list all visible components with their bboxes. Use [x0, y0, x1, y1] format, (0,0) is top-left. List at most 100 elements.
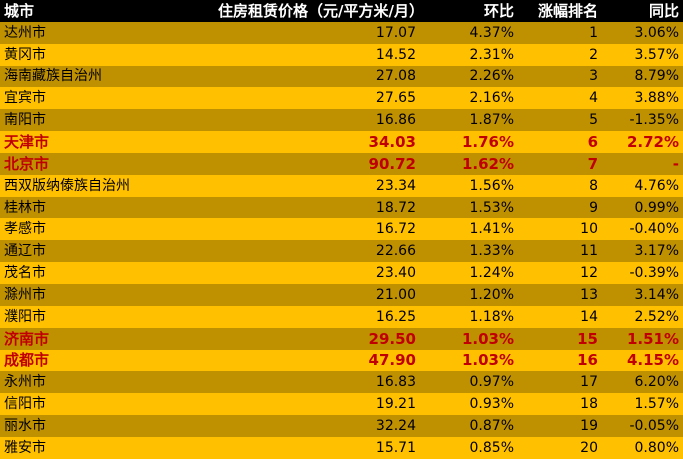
header-rank: 涨幅排名 — [518, 0, 602, 22]
cell-city: 濮阳市 — [0, 305, 214, 328]
cell-rank: 4 — [518, 87, 602, 110]
cell-mom: 4.37% — [420, 21, 518, 44]
cell-city: 孝感市 — [0, 218, 214, 241]
cell-mom: 1.76% — [420, 131, 518, 153]
cell-rank: 10 — [518, 218, 602, 241]
table-row: 宜宾市 27.65 2.16% 4 3.88% — [0, 87, 683, 110]
cell-mom: 2.26% — [420, 65, 518, 88]
table-row: 海南藏族自治州 27.08 2.26% 3 8.79% — [0, 65, 683, 88]
cell-price: 15.71 — [214, 436, 420, 459]
cell-price: 29.50 — [214, 327, 420, 350]
table-row: 茂名市 23.40 1.24% 12 -0.39% — [0, 262, 683, 284]
cell-rank: 18 — [518, 393, 602, 416]
table-row: 北京市 90.72 1.62% 7- — [0, 152, 683, 175]
cell-mom: 1.20% — [420, 283, 518, 306]
cell-yoy: -0.40% — [602, 218, 683, 241]
cell-rank: 13 — [518, 283, 602, 306]
cell-price: 16.83 — [214, 371, 420, 394]
header-city: 城市 — [0, 0, 214, 22]
cell-city: 茂名市 — [0, 262, 214, 284]
table-row: 通辽市 22.66 1.33% 11 3.17% — [0, 240, 683, 263]
cell-price: 90.72 — [214, 152, 420, 175]
cell-mom: 2.31% — [420, 43, 518, 66]
cell-yoy: 4.15% — [602, 349, 683, 372]
table-row: 达州市 17.07 4.37% 1 3.06% — [0, 21, 683, 44]
cell-yoy: -1.35% — [602, 109, 683, 132]
cell-yoy: 3.06% — [602, 21, 683, 44]
cell-price: 14.52 — [214, 43, 420, 66]
cell-mom: 1.24% — [420, 262, 518, 284]
table-row: 孝感市 16.72 1.41% 10 -0.40% — [0, 218, 683, 241]
cell-rank: 5 — [518, 109, 602, 132]
header-row: 城市 住房租赁价格（元/平方米/月） 环比 涨幅排名 同比 — [0, 0, 683, 22]
cell-rank: 11 — [518, 240, 602, 263]
cell-rank: 1 — [518, 21, 602, 44]
cell-price: 16.86 — [214, 109, 420, 132]
cell-yoy: - — [602, 152, 683, 175]
cell-city: 北京市 — [0, 152, 214, 175]
cell-mom: 1.41% — [420, 218, 518, 241]
cell-city: 南阳市 — [0, 109, 214, 132]
cell-rank: 9 — [518, 196, 602, 219]
cell-city: 通辽市 — [0, 240, 214, 263]
cell-price: 23.34 — [214, 174, 420, 197]
cell-yoy: 3.14% — [602, 283, 683, 306]
cell-city: 天津市 — [0, 131, 214, 153]
table-row: 黄冈市 14.52 2.31% 2 3.57% — [0, 43, 683, 66]
cell-city: 达州市 — [0, 21, 214, 44]
table-row: 丽水市 32.24 0.87% 19 -0.05% — [0, 415, 683, 437]
cell-price: 34.03 — [214, 131, 420, 153]
cell-mom: 0.85% — [420, 436, 518, 459]
cell-mom: 1.62% — [420, 152, 518, 175]
cell-yoy: 2.72% — [602, 131, 683, 153]
cell-city: 信阳市 — [0, 393, 214, 416]
cell-rank: 12 — [518, 262, 602, 284]
cell-mom: 0.87% — [420, 415, 518, 437]
cell-city: 丽水市 — [0, 415, 214, 437]
cell-city: 雅安市 — [0, 436, 214, 459]
table-row: 济南市 29.50 1.03% 15 1.51% — [0, 327, 683, 350]
header-mom: 环比 — [420, 0, 518, 22]
cell-mom: 1.03% — [420, 349, 518, 372]
cell-city: 滁州市 — [0, 283, 214, 306]
cell-price: 21.00 — [214, 283, 420, 306]
cell-rank: 15 — [518, 327, 602, 350]
cell-city: 西双版纳傣族自治州 — [0, 174, 214, 197]
cell-price: 17.07 — [214, 21, 420, 44]
cell-price: 16.72 — [214, 218, 420, 241]
cell-price: 16.25 — [214, 305, 420, 328]
cell-mom: 1.56% — [420, 174, 518, 197]
cell-rank: 3 — [518, 65, 602, 88]
cell-yoy: 4.76% — [602, 174, 683, 197]
table-row: 滁州市 21.00 1.20% 13 3.14% — [0, 283, 683, 306]
cell-mom: 2.16% — [420, 87, 518, 110]
cell-city: 海南藏族自治州 — [0, 65, 214, 88]
cell-city: 黄冈市 — [0, 43, 214, 66]
cell-price: 23.40 — [214, 262, 420, 284]
cell-price: 27.08 — [214, 65, 420, 88]
cell-yoy: -0.05% — [602, 415, 683, 437]
cell-rank: 17 — [518, 371, 602, 394]
cell-mom: 1.53% — [420, 196, 518, 219]
table-row: 南阳市 16.86 1.87% 5 -1.35% — [0, 109, 683, 132]
cell-price: 32.24 — [214, 415, 420, 437]
cell-rank: 19 — [518, 415, 602, 437]
cell-city: 永州市 — [0, 371, 214, 394]
cell-yoy: -0.39% — [602, 262, 683, 284]
cell-rank: 2 — [518, 43, 602, 66]
cell-mom: 1.18% — [420, 305, 518, 328]
header-price: 住房租赁价格（元/平方米/月） — [214, 0, 420, 22]
cell-rank: 6 — [518, 131, 602, 153]
cell-price: 22.66 — [214, 240, 420, 263]
cell-price: 47.90 — [214, 349, 420, 372]
cell-mom: 0.93% — [420, 393, 518, 416]
cell-yoy: 0.80% — [602, 436, 683, 459]
cell-yoy: 2.52% — [602, 305, 683, 328]
cell-city: 桂林市 — [0, 196, 214, 219]
table-row: 永州市 16.83 0.97% 17 6.20% — [0, 371, 683, 394]
table-row: 天津市 34.03 1.76% 6 2.72% — [0, 131, 683, 153]
cell-yoy: 3.17% — [602, 240, 683, 263]
cell-yoy: 3.57% — [602, 43, 683, 66]
cell-rank: 14 — [518, 305, 602, 328]
